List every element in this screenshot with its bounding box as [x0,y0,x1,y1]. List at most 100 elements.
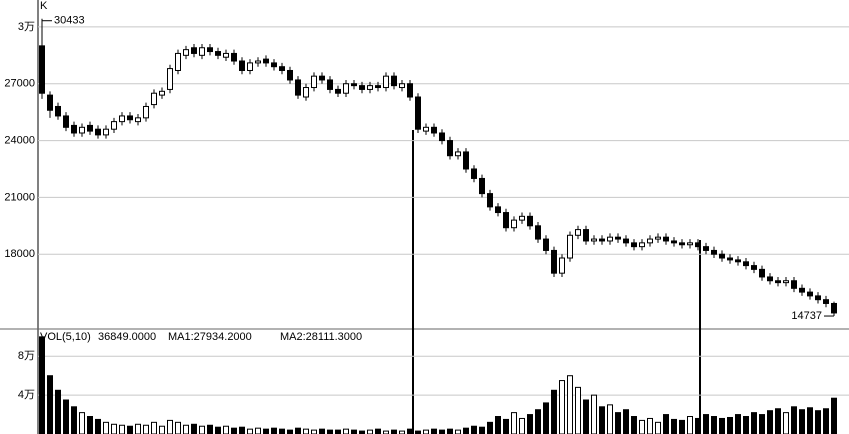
y-tick-label: 4万 [18,389,35,401]
candle-body [127,115,133,121]
volume-bar [167,419,173,434]
candle-body [335,88,341,94]
chart-label: K [40,0,48,12]
candle-body [703,246,709,251]
volume-bar [511,412,517,434]
candle-body [607,236,613,242]
candle-body [447,140,453,157]
volume-bar [439,429,445,434]
candle-body [375,85,381,89]
candle-body [239,60,245,71]
volume-bar [727,416,733,434]
volume-bar [263,428,269,434]
candle-body [295,79,301,96]
volume-bar [551,389,557,434]
candle-body [167,68,173,90]
volume-bar [415,430,421,434]
volume-bar [671,418,677,434]
volume-bar [335,429,341,434]
volume-bar [239,426,245,434]
volume-bar [783,412,789,434]
candle-body [471,168,477,179]
volume-bar [103,421,109,434]
volume-bar [175,421,181,434]
volume-bar [631,416,637,434]
candle-body [575,229,581,236]
high-label: 30433 [54,15,85,27]
candle-body [399,83,405,89]
volume-bar [127,425,133,434]
candle-body [175,52,181,71]
candle-body [519,215,525,221]
volume-bar [487,421,493,434]
volume-bar [647,417,653,434]
volume-bar [71,406,77,434]
candle-body [119,115,125,123]
candle-body [439,132,445,142]
candle-body [511,219,517,229]
candle-body [759,268,765,278]
candle-body [735,259,741,263]
volume-bar [559,380,565,434]
candle-body [631,242,637,248]
volume-bar [327,429,333,434]
volume-legend: 36849.0000 [98,331,156,343]
candle-body [191,47,197,54]
volume-bar [663,414,669,434]
volume-bar [79,412,85,434]
volume-legend: MA1:27934.2000 [168,331,252,343]
volume-bar [223,425,229,434]
volume-bar [479,426,485,434]
candle-body [135,117,141,123]
candle-body [359,85,365,90]
candle-body [407,83,413,98]
volume-bar [111,423,117,434]
volume-bar [279,428,285,434]
candle-body [815,295,821,301]
candle-body [287,69,293,81]
volume-legend: VOL(5,10) [40,331,91,343]
volume-bar [575,386,581,434]
volume-bar [55,389,61,434]
volume-bar [191,423,197,434]
candle-body [671,240,677,244]
y-tick-label: 8万 [18,350,35,362]
volume-bar [655,421,661,434]
candle-body [207,47,213,53]
candle-body [79,126,85,134]
volume-bar [591,394,597,434]
volume-bar [295,427,301,434]
candle-body [799,287,805,293]
volume-bar [711,416,717,434]
volume-bar [447,428,453,434]
y-tick-label: 18000 [4,248,35,260]
volume-legend: MA2:28111.3000 [280,331,362,343]
volume-bar [519,417,525,434]
volume-bar [151,421,157,434]
candle-body [423,126,429,132]
volume-bar [39,336,45,434]
candle-body [567,234,573,259]
volume-bar [599,406,605,434]
candle-body [599,238,605,242]
volume-bar [95,418,101,434]
volume-bar [463,427,469,434]
candle-body [311,75,317,89]
candle-body [199,47,205,56]
volume-bar [679,419,685,434]
candle-body [623,238,629,244]
candle-body [367,85,373,90]
volume-bar [687,416,693,434]
volume-bar [383,430,389,434]
volume-bar [119,424,125,434]
candle-body [719,253,725,259]
volume-bar [527,414,533,434]
candle-body [391,75,397,87]
volume-bar [391,429,397,434]
volume-bar [455,429,461,434]
y-tick-label: 3万 [18,21,35,33]
candle-body [327,79,333,90]
candle-body [319,75,325,81]
candle-body [647,238,653,244]
volume-bar [63,399,69,434]
